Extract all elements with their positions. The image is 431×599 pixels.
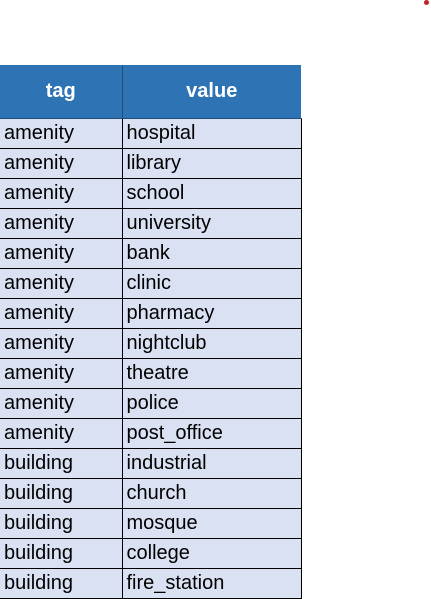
value-cell[interactable]: fire_station bbox=[122, 568, 302, 599]
table-row: amenity theatre bbox=[0, 358, 302, 389]
red-dot-marker bbox=[424, 0, 429, 5]
table-row: amenity pharmacy bbox=[0, 298, 302, 329]
tag-cell[interactable]: amenity bbox=[0, 298, 123, 329]
table-row: amenity school bbox=[0, 178, 302, 209]
table-row: building fire_station bbox=[0, 568, 302, 599]
table-row: amenity library bbox=[0, 148, 302, 179]
value-cell[interactable]: school bbox=[122, 178, 302, 209]
table-row: amenity university bbox=[0, 208, 302, 239]
table-row: building industrial bbox=[0, 448, 302, 479]
value-cell[interactable]: police bbox=[122, 388, 302, 419]
value-cell[interactable]: pharmacy bbox=[122, 298, 302, 329]
tag-cell[interactable]: building bbox=[0, 448, 123, 479]
tag-cell[interactable]: amenity bbox=[0, 358, 123, 389]
table-row: amenity police bbox=[0, 388, 302, 419]
tag-cell[interactable]: amenity bbox=[0, 208, 123, 239]
tag-cell[interactable]: amenity bbox=[0, 328, 123, 359]
table-row: building church bbox=[0, 478, 302, 509]
tag-cell[interactable]: amenity bbox=[0, 268, 123, 299]
table-row: amenity hospital bbox=[0, 118, 302, 149]
tag-cell[interactable]: building bbox=[0, 478, 123, 509]
tag-cell[interactable]: building bbox=[0, 508, 123, 539]
tag-cell[interactable]: amenity bbox=[0, 118, 123, 149]
value-cell[interactable]: bank bbox=[122, 238, 302, 269]
value-cell[interactable]: library bbox=[122, 148, 302, 179]
tag-cell[interactable]: building bbox=[0, 568, 123, 599]
value-cell[interactable]: university bbox=[122, 208, 302, 239]
table-row: building college bbox=[0, 538, 302, 569]
table-row: building mosque bbox=[0, 508, 302, 539]
column-header-tag[interactable]: tag bbox=[0, 65, 123, 119]
value-cell[interactable]: post_office bbox=[122, 418, 302, 449]
value-cell[interactable]: theatre bbox=[122, 358, 302, 389]
value-cell[interactable]: church bbox=[122, 478, 302, 509]
table-row: amenity bank bbox=[0, 238, 302, 269]
tag-cell[interactable]: building bbox=[0, 538, 123, 569]
tag-cell[interactable]: amenity bbox=[0, 148, 123, 179]
table-row: amenity post_office bbox=[0, 418, 302, 449]
table-row: amenity clinic bbox=[0, 268, 302, 299]
value-cell[interactable]: hospital bbox=[122, 118, 302, 149]
tag-cell[interactable]: amenity bbox=[0, 178, 123, 209]
column-header-value[interactable]: value bbox=[122, 65, 301, 119]
value-cell[interactable]: nightclub bbox=[122, 328, 302, 359]
tag-cell[interactable]: amenity bbox=[0, 388, 123, 419]
header-row: tag value bbox=[0, 65, 301, 119]
value-cell[interactable]: industrial bbox=[122, 448, 302, 479]
value-cell[interactable]: clinic bbox=[122, 268, 302, 299]
value-cell[interactable]: mosque bbox=[122, 508, 302, 539]
value-cell[interactable]: college bbox=[122, 538, 302, 569]
table-row: amenity nightclub bbox=[0, 328, 302, 359]
tag-cell[interactable]: amenity bbox=[0, 418, 123, 449]
tag-value-table: tag value amenity hospital amenity libra… bbox=[0, 65, 302, 599]
tag-cell[interactable]: amenity bbox=[0, 238, 123, 269]
